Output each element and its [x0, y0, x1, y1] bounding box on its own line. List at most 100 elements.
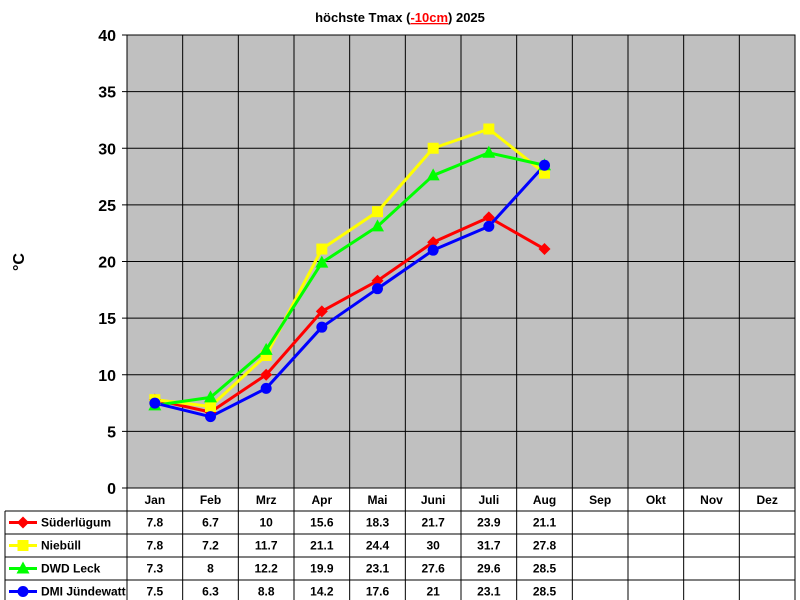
- table-value: 29.6: [477, 562, 501, 576]
- data-point: [260, 349, 272, 361]
- table-value: 7.2: [202, 539, 219, 553]
- x-tick-label: Mai: [367, 493, 387, 507]
- series-line: [154, 215, 546, 414]
- table-value: 21.1: [310, 539, 334, 553]
- x-tick-label: Juli: [478, 493, 499, 507]
- legend-label: Niebüll: [41, 539, 81, 553]
- data-point: [372, 206, 383, 218]
- data-point: [260, 382, 272, 394]
- y-tick-label: 25: [98, 198, 116, 215]
- table-value: 7.5: [146, 585, 163, 599]
- data-point: [316, 243, 328, 255]
- table-value: 28.5: [533, 585, 557, 599]
- table-value: 27.8: [533, 539, 557, 553]
- y-axis-label: °C: [11, 253, 28, 271]
- legend-marker: [17, 586, 29, 597]
- data-point: [427, 236, 440, 249]
- table-value: 31.7: [477, 539, 501, 553]
- x-tick-label: Juni: [421, 493, 446, 507]
- table-value: 18.3: [366, 516, 390, 530]
- table-value: 21.1: [533, 516, 557, 530]
- y-tick-label: 15: [98, 311, 116, 328]
- table-value: 23.1: [366, 562, 390, 576]
- data-point: [483, 123, 495, 135]
- y-tick-label: 30: [98, 141, 116, 158]
- y-tick-label: 5: [107, 424, 116, 441]
- chart-title: höchste Tmax (-10cm) 2025: [315, 10, 485, 25]
- data-point: [482, 145, 496, 158]
- table-value: 10: [259, 516, 273, 530]
- y-tick-label: 35: [98, 85, 116, 102]
- table-value: 7.8: [146, 539, 163, 553]
- table-value: 11.7: [255, 539, 278, 553]
- data-point: [205, 400, 216, 412]
- data-point: [538, 243, 551, 256]
- series-layer: [148, 123, 551, 423]
- chart-title-highlight: -10cm: [410, 10, 448, 25]
- table-value: 30: [426, 539, 440, 553]
- data-point: [426, 168, 440, 181]
- table-value: 8: [207, 562, 214, 576]
- x-tick-label: Nov: [700, 493, 723, 507]
- data-table: Jan Feb Mrz Apr Mai Juni Juli Aug Sep Okt Nov Dez Sü…: [4, 487, 796, 600]
- x-tick-label: Feb: [200, 493, 221, 507]
- x-tick-label: Jan: [144, 493, 165, 507]
- table-value: 12.2: [254, 562, 278, 576]
- table-value: 7.3: [146, 562, 163, 576]
- table-value: 19.9: [310, 562, 334, 576]
- data-point: [259, 342, 273, 355]
- x-tick-label: Sep: [589, 493, 611, 507]
- table-value: 7.8: [146, 516, 163, 530]
- data-point: [149, 397, 161, 409]
- table-value: 28.5: [533, 562, 557, 576]
- x-tick-label: Dez: [756, 493, 777, 507]
- legend-label: Süderlügum: [41, 516, 111, 530]
- table-value: 27.6: [421, 562, 445, 576]
- y-tick-label: 10: [98, 368, 116, 385]
- table-value: 14.2: [310, 585, 334, 599]
- series-line: [154, 164, 546, 419]
- table-value: 21.7: [421, 516, 445, 530]
- table-value: 23.1: [477, 585, 501, 599]
- table-value: 23.9: [477, 516, 501, 530]
- data-point: [316, 321, 328, 333]
- series-line: [154, 127, 546, 408]
- data-point: [260, 368, 273, 381]
- x-tick-label: Mrz: [256, 493, 277, 507]
- y-tick-label: 0: [107, 481, 116, 498]
- legend-marker: [17, 516, 29, 529]
- chart-title-prefix: höchste Tmax (: [315, 10, 411, 25]
- data-point: [483, 220, 495, 232]
- chart-title-suffix: ) 2025: [448, 10, 485, 25]
- y-tick-label: 20: [98, 255, 116, 272]
- plot-area: 0 5 10 15 20 25 30 35 40: [98, 28, 796, 498]
- table-value: 17.6: [366, 585, 390, 599]
- data-point: [539, 167, 550, 179]
- data-point: [482, 211, 495, 224]
- series-line: [154, 151, 545, 407]
- table-value: 8.8: [258, 585, 275, 599]
- x-tick-label: Aug: [533, 493, 556, 507]
- data-point: [315, 255, 329, 268]
- data-point: [204, 390, 217, 403]
- y-tick-label: 40: [98, 28, 116, 45]
- data-point: [372, 283, 383, 295]
- x-tick-label: Okt: [646, 493, 666, 507]
- data-point: [427, 244, 439, 256]
- x-tick-label: Apr: [311, 493, 332, 507]
- data-point: [427, 142, 439, 154]
- data-point: [371, 274, 384, 287]
- table-value: 24.4: [366, 539, 390, 553]
- legend-label: DMI Jündewatt: [41, 585, 126, 599]
- table-value: 6.7: [202, 516, 219, 530]
- table-value: 15.6: [310, 516, 334, 530]
- data-point: [315, 305, 328, 318]
- data-point: [371, 219, 384, 232]
- table-value: 6.3: [202, 585, 219, 599]
- legend-marker: [17, 540, 29, 551]
- data-point: [539, 159, 550, 171]
- legend-label: DWD Leck: [41, 562, 101, 576]
- legend-marker: [16, 561, 30, 574]
- data-point: [205, 411, 216, 423]
